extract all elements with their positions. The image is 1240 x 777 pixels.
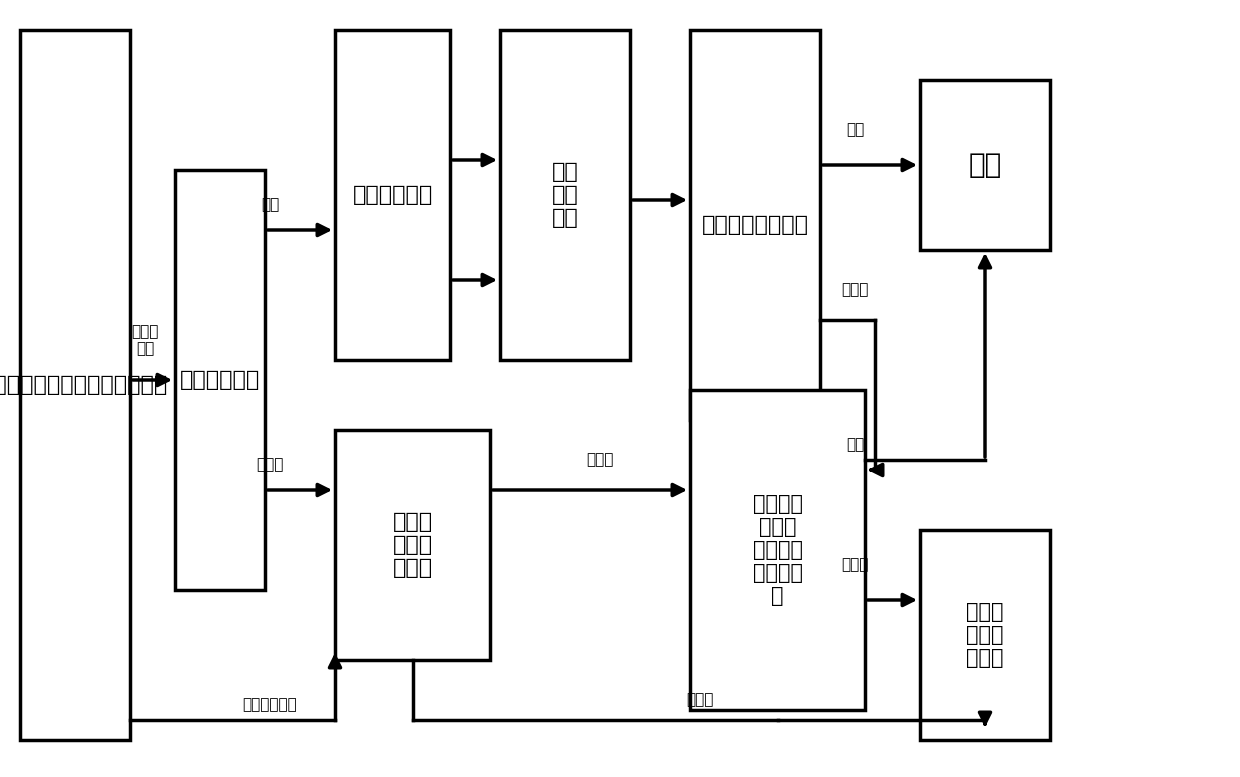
Bar xyxy=(500,30,630,360)
Bar xyxy=(335,430,490,660)
Bar xyxy=(920,530,1050,740)
Text: 有效果: 有效果 xyxy=(587,452,614,468)
Bar xyxy=(175,170,265,590)
Text: 拔掉所有电缆: 拔掉所有电缆 xyxy=(180,370,260,390)
Text: 合格: 合格 xyxy=(260,197,279,212)
Text: 测量超标（临界）点，作参考值: 测量超标（临界）点，作参考值 xyxy=(0,375,169,395)
Text: 完成: 完成 xyxy=(968,151,1002,179)
Text: 不合格: 不合格 xyxy=(841,558,869,573)
Text: 解决
共模
电流: 解决 共模 电流 xyxy=(552,162,578,228)
Bar xyxy=(20,30,130,740)
Text: 处理滤波
器（电
路），消
除共模电
流: 处理滤波 器（电 路），消 除共模电 流 xyxy=(753,493,802,606)
Text: 检查机
箱屏蔽
或单板: 检查机 箱屏蔽 或单板 xyxy=(966,602,1003,668)
Text: 在电源
线上增
加磁环: 在电源 线上增 加磁环 xyxy=(392,512,433,578)
Text: 不合格: 不合格 xyxy=(841,283,869,298)
Text: 无效果: 无效果 xyxy=(686,692,714,708)
Text: 电缆带出辐射: 电缆带出辐射 xyxy=(352,185,433,205)
Bar xyxy=(689,30,820,420)
Bar xyxy=(335,30,450,360)
Bar xyxy=(689,390,866,710)
Text: 设备联上所有电缆: 设备联上所有电缆 xyxy=(702,215,808,235)
Text: 不合格: 不合格 xyxy=(257,458,284,472)
Text: 只有电源电缆: 只有电源电缆 xyxy=(243,698,298,713)
Bar xyxy=(920,80,1050,250)
Text: 有信号
电缆: 有信号 电缆 xyxy=(131,324,159,356)
Text: 合格: 合格 xyxy=(846,123,864,138)
Text: 合格: 合格 xyxy=(846,437,864,452)
